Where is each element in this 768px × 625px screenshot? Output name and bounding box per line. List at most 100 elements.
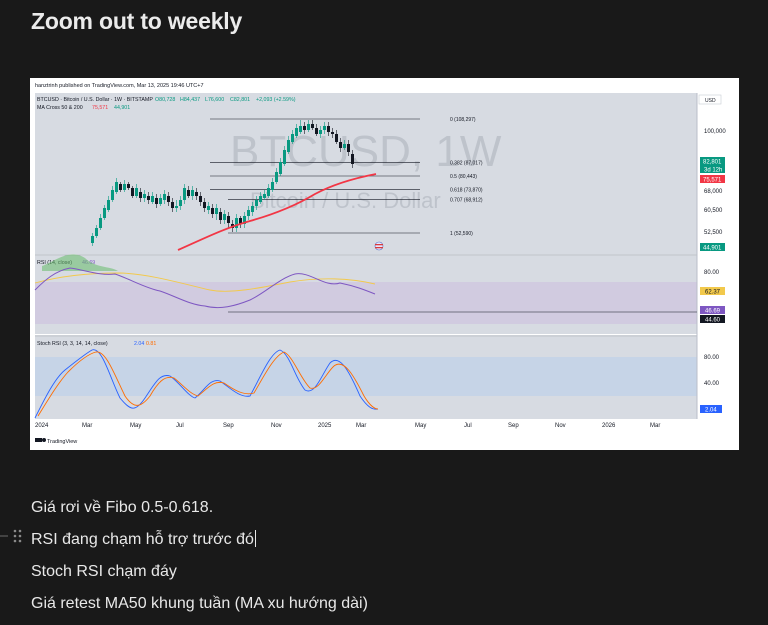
candle <box>347 140 350 156</box>
ma-cross-label: MA Cross 50 & 200 <box>37 105 83 111</box>
candle <box>179 196 182 210</box>
candle <box>155 194 158 208</box>
time-axis-label: Sep <box>508 423 519 429</box>
tradingview-logo <box>35 438 46 442</box>
ohlc-open: O80,728 <box>155 97 175 103</box>
fibo-level-label: 0 (108,297) <box>450 117 476 123</box>
candle <box>147 192 150 204</box>
candle <box>207 202 210 214</box>
candle <box>167 192 170 206</box>
stoch-d-value: 0.81 <box>146 341 156 347</box>
countdown-badge: 3d 12h <box>704 168 722 174</box>
candle <box>203 198 206 212</box>
stoch-badge: 2.04 <box>705 408 717 414</box>
time-axis-label: 2026 <box>602 423 616 429</box>
candle <box>323 122 326 134</box>
time-axis-label: Mar <box>82 423 92 429</box>
ma200-value: 44,901 <box>114 105 130 111</box>
stoch-tick: 80.00 <box>704 355 720 361</box>
candle <box>283 146 286 166</box>
price-pane <box>35 93 697 254</box>
time-axis-label: Mar <box>356 423 366 429</box>
note-line[interactable]: Stoch RSI chạm đáy <box>31 563 177 580</box>
time-axis-label: Nov <box>271 423 282 429</box>
candle <box>91 233 94 246</box>
candle <box>191 186 194 200</box>
candle <box>303 122 306 134</box>
fibo-level-label: 0.707 (68,912) <box>450 198 483 204</box>
fibo-level-label: 0.5 (80,443) <box>450 174 477 180</box>
price-scale: 100,000 68,000 60,500 52,500 82,801 3d 1… <box>700 129 726 252</box>
candle <box>219 208 222 224</box>
candle <box>211 204 214 218</box>
drag-handle-icon[interactable] <box>0 528 28 544</box>
candle <box>287 136 290 154</box>
price-tick: 100,000 <box>704 129 726 135</box>
candle <box>107 196 110 212</box>
candle <box>183 184 186 204</box>
candle <box>159 194 162 206</box>
candle <box>127 182 130 190</box>
candle <box>119 182 122 192</box>
candle <box>123 180 126 192</box>
candle <box>271 178 274 192</box>
candle <box>99 214 102 230</box>
candle <box>255 196 258 210</box>
page-heading: Zoom out to weekly <box>31 8 243 34</box>
candle <box>139 188 142 202</box>
candle <box>187 186 190 198</box>
last-price-badge: 82,801 <box>703 160 722 166</box>
candle <box>299 120 302 134</box>
time-axis-label: Jul <box>176 423 184 429</box>
candle <box>247 206 250 220</box>
candle <box>175 200 178 212</box>
rsi-line <box>34 267 376 309</box>
candle <box>335 130 338 144</box>
flag-icon <box>374 241 384 251</box>
candle <box>143 190 146 202</box>
candle <box>195 188 198 200</box>
candle <box>351 150 354 168</box>
candle <box>307 120 310 132</box>
candle <box>291 130 294 144</box>
ohlc-close: C82,801 <box>230 97 250 103</box>
stoch-k-value: 2.04 <box>134 341 144 347</box>
note-line-active[interactable]: RSI đang chạm hỗ trợ trước đó <box>31 524 368 556</box>
ma50-badge: 75,571 <box>703 178 722 184</box>
candle <box>227 212 230 228</box>
time-axis-label: Sep <box>223 423 234 429</box>
publisher-line: hanztrinh published on TradingView.com, … <box>35 83 204 89</box>
candle <box>223 210 226 224</box>
fibo-level-label: 0.382 (87,017) <box>450 161 483 167</box>
tradingview-chart-image[interactable]: hanztrinh published on TradingView.com, … <box>30 78 739 450</box>
price-tick: 68,000 <box>704 189 723 195</box>
note-line[interactable]: Giá retest MA50 khung tuần (MA xu hướng … <box>31 595 368 612</box>
ma200-badge: 44,901 <box>703 246 722 252</box>
watermark-symbol: BTCUSD, 1W <box>230 127 502 176</box>
watermark-description: Bitcoin / U.S. Dollar <box>250 188 441 213</box>
candle <box>163 190 166 204</box>
fibo-level-label: 0.618 (73,870) <box>450 187 483 193</box>
candle <box>263 190 266 200</box>
candle <box>239 216 242 228</box>
candle <box>279 158 282 176</box>
candle <box>315 124 318 136</box>
candle <box>131 186 134 198</box>
symbol-line: BTCUSD · Bitcoin / U.S. Dollar · 1W · BI… <box>37 97 153 103</box>
candle <box>115 178 118 194</box>
candle <box>235 214 238 232</box>
fibonacci-retracement: 0 (108,297) 0.382 (87,017) 0.5 (80,443) 0.6… <box>210 117 483 237</box>
note-line[interactable]: Giá rơi về Fibo 0.5-0.618. <box>31 499 214 516</box>
currency-button[interactable]: USD <box>705 98 716 104</box>
time-axis: 2024 Mar May Jul Sep Nov 2025 Mar May Jul Sep Nov 20… <box>35 423 660 429</box>
ohlc-change: +2,093 (+2.59%) <box>256 97 296 103</box>
time-axis-label: Mar <box>650 423 660 429</box>
price-tick: 52,500 <box>704 230 723 236</box>
stoch-label: Stoch RSI (3, 3, 14, 14, close) <box>37 341 108 347</box>
time-axis-label: 2025 <box>318 423 332 429</box>
candle <box>251 202 254 216</box>
rsi-band <box>35 282 697 324</box>
candle <box>331 128 334 138</box>
time-axis-label: Jul <box>464 423 472 429</box>
candle <box>275 168 278 184</box>
